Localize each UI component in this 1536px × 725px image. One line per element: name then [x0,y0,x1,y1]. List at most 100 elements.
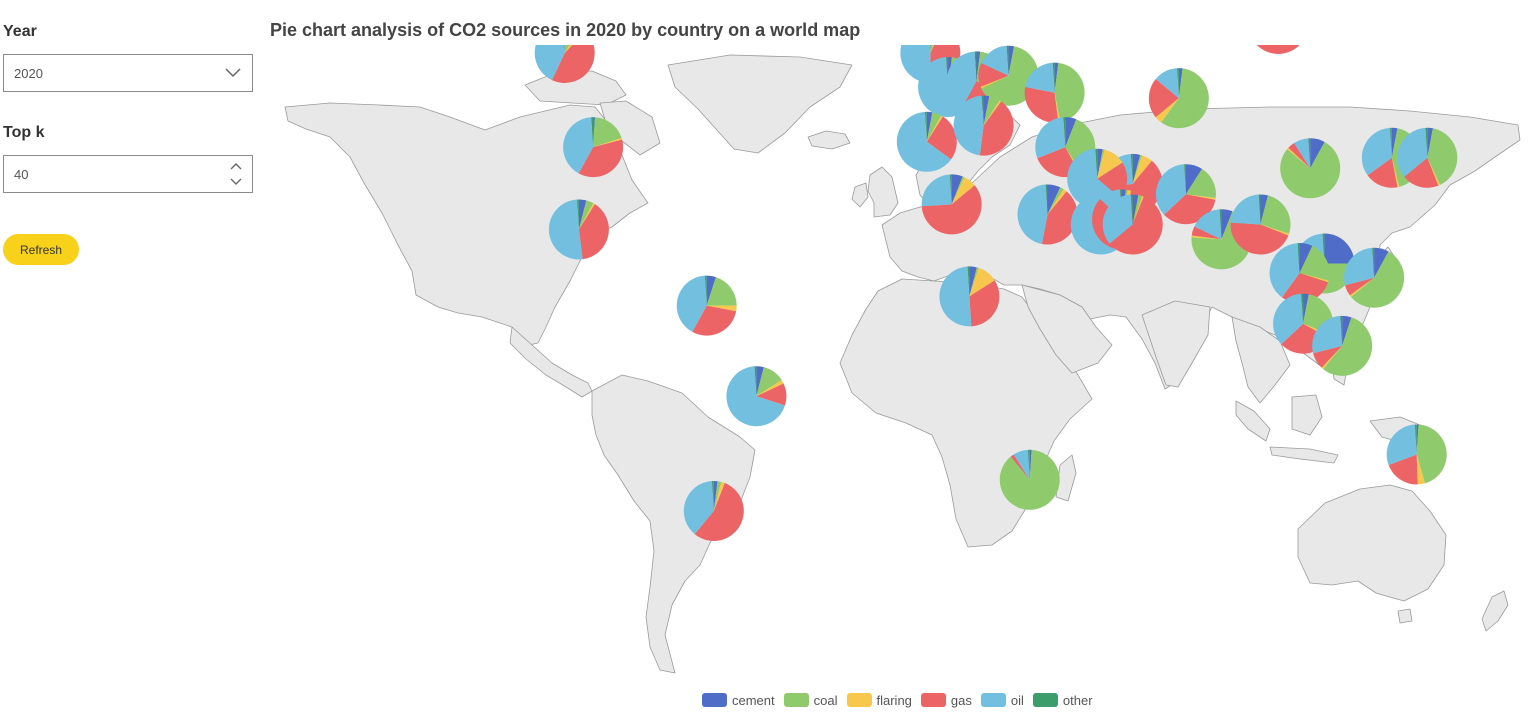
country-pie[interactable] [1344,247,1405,308]
pie-slice-gas[interactable] [1313,345,1343,368]
pie-slice-other[interactable] [1130,194,1133,225]
country-pie[interactable] [1230,194,1291,255]
country-pie[interactable] [978,45,1039,106]
pie-slice-cement[interactable] [1178,68,1183,99]
pie-slice-cement[interactable] [1047,184,1061,215]
pie-slice-oil[interactable] [1361,127,1392,176]
pie-slice-gas[interactable] [551,45,595,83]
pie-slice-other[interactable] [1414,424,1417,455]
pie-slice-cement[interactable] [1374,247,1389,278]
pie-slice-oil[interactable] [676,275,707,332]
pie-slice-gas[interactable] [1010,454,1030,480]
country-pie[interactable] [921,174,982,235]
pie-slice-gas[interactable] [1345,277,1375,296]
topk-number-input[interactable]: 40 [3,155,253,193]
year-select[interactable]: 2020 [3,54,253,92]
pie-slice-gas[interactable] [1148,79,1179,118]
pie-slice-flaring[interactable] [713,481,725,511]
pie-slice-other[interactable] [591,117,594,148]
pie-slice-cement[interactable] [706,275,716,306]
pie-slice-other[interactable] [1130,153,1133,184]
pie-slice-gas[interactable] [1024,86,1059,123]
pie-slice-oil[interactable] [896,111,952,172]
pie-slice-cement[interactable] [1416,424,1419,455]
pie-slice-oil[interactable] [1344,247,1375,286]
pie-slice-other[interactable] [1052,62,1055,93]
pie-slice-flaring[interactable] [1391,157,1400,188]
pie-slice-coal[interactable] [564,45,581,53]
pie-slice-oil[interactable] [1269,243,1300,298]
pie-slice-cement[interactable] [756,366,764,397]
country-pie[interactable] [1024,62,1085,123]
pie-slice-cement[interactable] [1132,153,1141,184]
pie-slice-coal[interactable] [1323,317,1373,376]
pie-slice-oil[interactable] [1397,127,1428,177]
pie-slice-oil[interactable] [946,51,977,108]
legend-item-oil[interactable]: oil [980,693,1024,708]
pie-slice-flaring[interactable] [1287,147,1311,169]
pie-slice-coal[interactable] [1350,251,1405,308]
pie-slice-cement[interactable] [976,51,981,82]
pie-slice-coal[interactable] [713,481,722,511]
pie-slice-gas[interactable] [1041,191,1078,245]
pie-slice-flaring[interactable] [578,203,595,230]
pie-slice-gas[interactable] [1388,454,1418,485]
pie-slice-coal[interactable] [1132,195,1142,225]
pie-slice-oil[interactable] [953,95,984,156]
pie-slice-oil[interactable] [1194,209,1222,240]
pie-slice-coal[interactable] [951,176,965,205]
pie-slice-other[interactable] [1372,247,1375,278]
chevron-up-icon[interactable] [229,161,243,171]
legend-item-flaring[interactable]: flaring [846,693,912,708]
pie-slice-gas[interactable] [1404,157,1439,188]
pie-slice-coal[interactable] [1416,424,1447,484]
pie-slice-coal[interactable] [1185,168,1216,198]
legend-item-cement[interactable]: cement [702,693,775,708]
country-pie[interactable] [1102,194,1163,255]
country-pie[interactable] [999,449,1060,510]
country-pie[interactable] [953,95,1014,156]
pie-slice-oil[interactable] [548,199,583,260]
country-pie[interactable] [1248,45,1308,54]
pie-slice-flaring[interactable] [1132,195,1144,225]
pie-slice-flaring[interactable] [1321,345,1343,369]
pie-slice-cement[interactable] [926,111,933,142]
pie-slice-cement[interactable] [1303,293,1309,324]
pie-slice-flaring[interactable] [1260,224,1290,236]
pie-slice-gas[interactable] [1109,196,1163,255]
pie-slice-cement[interactable] [1221,209,1233,240]
pie-slice-gas[interactable] [978,62,1009,87]
pie-slice-gas[interactable] [578,204,609,260]
pie-slice-cement[interactable] [1054,62,1059,93]
pie-slice-other[interactable] [1045,184,1048,215]
pie-slice-cement[interactable] [713,480,718,511]
pie-slice-gas[interactable] [921,185,982,235]
pie-slice-coal[interactable] [706,277,737,306]
pie-slice-coal[interactable] [1097,149,1105,179]
pie-slice-coal[interactable] [981,46,1039,106]
pie-slice-cement[interactable] [1310,138,1325,169]
pie-slice-gas[interactable] [694,483,744,541]
country-pie[interactable] [896,111,957,172]
pie-slice-flaring[interactable] [969,267,995,297]
country-pie[interactable] [1280,138,1341,199]
pie-slice-oil[interactable] [1102,194,1133,244]
pie-slice-oil[interactable] [1230,194,1261,225]
pie-slice-oil[interactable] [1025,62,1055,93]
pie-slice-gas[interactable] [926,116,957,160]
pie-slice-flaring[interactable] [983,100,1002,126]
pie-slice-other[interactable] [1027,449,1030,480]
pie-slice-cement[interactable] [1299,243,1313,274]
pie-slice-flaring[interactable] [706,305,737,312]
pie-slice-coal[interactable] [1054,62,1085,123]
pie-slice-oil[interactable] [1294,138,1311,169]
pie-slice-flaring[interactable] [1047,189,1067,215]
pie-slice-other[interactable] [1308,138,1311,169]
pie-slice-other[interactable] [1006,45,1009,76]
pie-slice-cement[interactable] [564,45,567,53]
pie-slice-other[interactable] [967,266,970,297]
pie-slice-cement[interactable] [593,117,595,148]
pie-slice-other[interactable] [1219,209,1222,240]
pie-slice-other[interactable] [1184,164,1186,195]
pie-slice-cement[interactable] [1008,45,1015,76]
